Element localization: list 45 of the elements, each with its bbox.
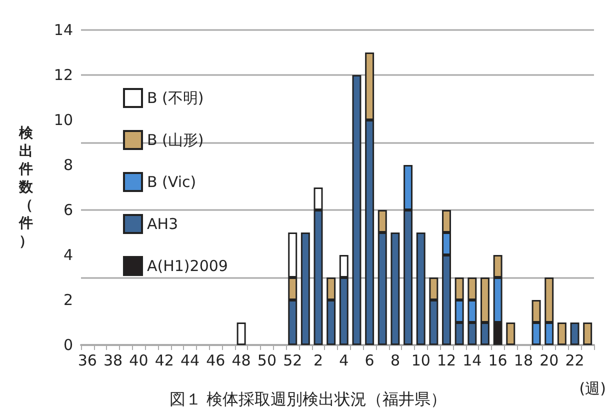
x-tick-label: 6 (364, 352, 374, 370)
x-tick-label: 16 (488, 352, 508, 370)
y-tick-label: 0 (63, 336, 73, 354)
y-tick-label: 2 (63, 291, 73, 309)
x-tick-label: 20 (540, 352, 559, 370)
y-axis-title: 検出件数（件） (18, 126, 34, 250)
bar (557, 322, 566, 345)
y-tick-label: 12 (54, 66, 73, 84)
bar (416, 232, 426, 345)
bar (300, 232, 310, 345)
x-tick-label: 44 (180, 352, 200, 370)
x-tick-label: 14 (462, 352, 482, 370)
x-axis-title: (週) (579, 380, 606, 398)
bar (570, 322, 580, 345)
bar (506, 322, 516, 345)
x-tick-label: 8 (390, 352, 400, 370)
legend-label: B (山形) (147, 131, 204, 149)
legend-label: AH3 (147, 215, 178, 233)
text: 図１ 検体採取週別検出状況（福井県） (169, 390, 447, 408)
x-tick-label: 12 (436, 352, 456, 370)
bar (236, 322, 246, 345)
y-tick-label: 14 (54, 21, 73, 39)
y-tick-label: 10 (54, 111, 73, 129)
x-tick-label: 50 (257, 352, 277, 370)
bar (352, 75, 362, 345)
x-tick-label: 18 (514, 352, 534, 370)
x-tick-label: 42 (154, 352, 174, 370)
y-tick-label: 4 (63, 246, 73, 264)
legend-label: B (Vic) (147, 173, 196, 191)
x-tick-label: 52 (283, 352, 302, 370)
x-tick-label: 46 (206, 352, 226, 370)
x-tick-label: 10 (411, 352, 430, 370)
x-tick-label: 36 (78, 352, 97, 370)
x-tick-label: 40 (129, 352, 148, 370)
y-tick-label: 6 (63, 201, 73, 219)
x-tick-label: 4 (339, 352, 349, 370)
legend-label: A(H1)2009 (147, 257, 228, 275)
legend-label: B (不明) (147, 89, 204, 107)
x-tick-label: 2 (313, 352, 324, 370)
x-tick-label: 48 (232, 352, 251, 370)
bar (583, 322, 592, 345)
y-tick-label: 8 (63, 156, 73, 174)
bar (390, 232, 400, 345)
x-tick-label: 22 (565, 352, 584, 370)
x-tick-label: 38 (104, 352, 123, 370)
